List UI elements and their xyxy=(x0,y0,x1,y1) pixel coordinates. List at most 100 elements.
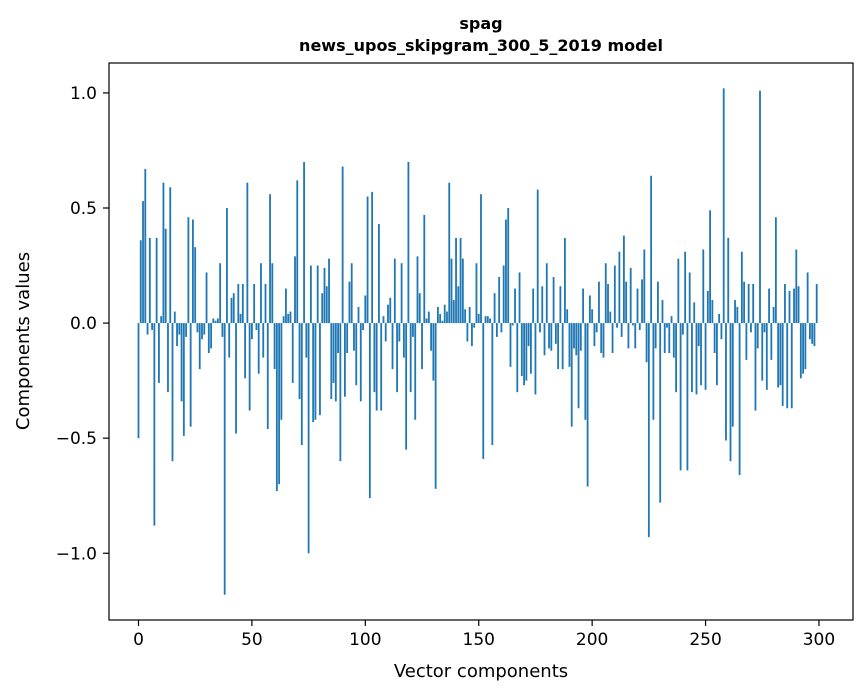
bar-63 xyxy=(280,323,283,420)
bar-3 xyxy=(144,168,147,324)
bar-199 xyxy=(588,295,591,324)
x-tick-label-50: 50 xyxy=(241,630,263,650)
bar-73 xyxy=(303,161,305,324)
bar-68 xyxy=(291,323,294,383)
bar-112 xyxy=(391,323,394,370)
bar-96 xyxy=(355,323,358,386)
bar-271 xyxy=(752,283,755,324)
bar-24 xyxy=(192,219,194,324)
bar-19 xyxy=(180,323,183,402)
bar-156 xyxy=(491,323,494,446)
bar-192 xyxy=(573,323,575,349)
bar-89 xyxy=(339,323,342,462)
bar-39 xyxy=(226,208,228,324)
bar-179 xyxy=(543,323,546,356)
y-tick-label-3: 0.5 xyxy=(70,199,97,219)
bar-69 xyxy=(294,256,296,324)
bar-71 xyxy=(298,323,301,400)
bar-292 xyxy=(799,323,802,379)
bar-284 xyxy=(781,323,784,406)
bar-55 xyxy=(262,323,265,358)
bar-274 xyxy=(759,90,761,324)
bar-148 xyxy=(473,323,476,328)
bar-31 xyxy=(207,323,210,354)
bar-44 xyxy=(237,283,240,324)
bar-237 xyxy=(675,323,677,393)
bar-53 xyxy=(257,323,260,374)
bar-99 xyxy=(362,323,364,330)
bar-245 xyxy=(693,302,696,324)
bar-35 xyxy=(216,318,219,324)
bar-46 xyxy=(241,283,244,324)
bar-70 xyxy=(296,180,299,324)
bar-6 xyxy=(151,323,153,330)
bar-141 xyxy=(457,286,460,324)
bar-230 xyxy=(659,323,662,503)
bar-15 xyxy=(171,323,174,462)
bar-256 xyxy=(718,313,721,324)
bar-90 xyxy=(341,166,344,324)
bar-229 xyxy=(657,281,659,324)
bar-62 xyxy=(278,323,281,485)
bar-231 xyxy=(661,300,664,324)
bar-7 xyxy=(153,323,156,526)
bar-80 xyxy=(319,323,321,416)
bar-111 xyxy=(389,297,392,324)
bar-270 xyxy=(750,323,752,333)
bar-12 xyxy=(164,228,167,324)
bar-23 xyxy=(189,323,192,427)
bar-243 xyxy=(688,272,691,324)
bar-206 xyxy=(604,263,607,324)
bar-296 xyxy=(809,323,811,340)
bar-115 xyxy=(398,323,401,342)
y-tick-label-4: 1.0 xyxy=(70,84,97,104)
bar-218 xyxy=(632,323,634,326)
bar-219 xyxy=(634,323,637,349)
bar-27 xyxy=(198,323,201,370)
bar-126 xyxy=(423,214,426,324)
bar-33 xyxy=(212,318,215,324)
bar-93 xyxy=(348,281,351,324)
bar-105 xyxy=(375,323,378,411)
bars-group xyxy=(137,88,818,595)
bar-157 xyxy=(493,293,496,324)
bar-38 xyxy=(223,323,226,595)
bar-87 xyxy=(334,323,337,402)
bar-85 xyxy=(330,323,333,400)
plot-frame xyxy=(108,62,854,621)
bar-279 xyxy=(770,323,773,360)
bar-92 xyxy=(346,323,349,354)
bar-233 xyxy=(666,323,668,328)
bar-189 xyxy=(566,309,569,324)
bar-195 xyxy=(579,323,582,351)
bar-280 xyxy=(772,306,775,324)
bar-37 xyxy=(221,323,224,337)
bar-204 xyxy=(600,323,603,354)
bar-153 xyxy=(484,316,487,324)
bar-239 xyxy=(679,323,682,471)
bar-178 xyxy=(541,286,544,324)
bar-222 xyxy=(641,279,643,324)
bar-217 xyxy=(629,267,632,324)
bar-130 xyxy=(432,323,435,381)
bar-124 xyxy=(418,293,421,324)
bar-145 xyxy=(466,323,469,342)
bar-162 xyxy=(505,219,507,324)
bar-5 xyxy=(148,237,151,324)
bar-8 xyxy=(155,237,158,324)
bar-142 xyxy=(459,237,462,324)
bar-173 xyxy=(530,323,532,374)
bar-125 xyxy=(421,323,423,370)
bar-290 xyxy=(795,249,798,324)
bar-52 xyxy=(255,323,258,330)
bar-201 xyxy=(593,323,596,347)
x-axis-label: Vector components xyxy=(394,661,568,682)
bar-211 xyxy=(616,323,618,328)
bar-79 xyxy=(316,265,319,324)
bar-197 xyxy=(584,323,587,420)
bar-171 xyxy=(525,323,528,381)
bar-114 xyxy=(396,323,398,393)
bar-177 xyxy=(539,323,541,333)
bar-95 xyxy=(353,323,355,351)
